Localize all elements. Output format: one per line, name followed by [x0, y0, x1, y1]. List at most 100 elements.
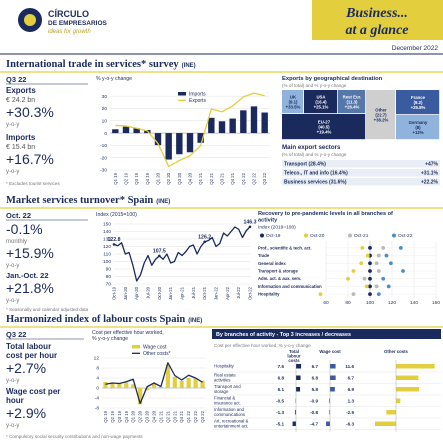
- x-tick-label: Q3 19: [117, 410, 122, 422]
- kpi-change: +2.9%: [6, 405, 46, 421]
- tile-change: +25.1%: [314, 105, 329, 110]
- x-tick-label: Q4 19: [124, 410, 129, 422]
- table-value: 11.6: [345, 364, 354, 369]
- bar: [144, 388, 150, 391]
- y-tick-label: 110: [103, 252, 111, 258]
- note: * Excludes tourist services: [6, 181, 60, 186]
- tile-name: Germany: [409, 120, 428, 125]
- bar: [110, 382, 115, 388]
- tile-name: Rest Eur.: [343, 95, 362, 100]
- dot: [368, 292, 372, 297]
- y-tick-label: 130: [103, 237, 111, 243]
- kpi-unit: y-o-y: [6, 378, 19, 384]
- table-value: -1.3: [276, 410, 284, 415]
- table-bar: [386, 410, 396, 415]
- legend-label: Other costs*: [143, 351, 171, 357]
- y-axis-label: % y-o-y change: [96, 76, 132, 82]
- panel-title: Main export sectors: [282, 144, 341, 151]
- row-label: Transport and: [214, 384, 241, 389]
- row-label: storage: [214, 389, 229, 394]
- section-source: (INE): [188, 318, 202, 324]
- column-header: Total: [289, 349, 299, 354]
- table-bar: [292, 421, 296, 426]
- x-tick-label: Q1 20: [131, 410, 136, 422]
- legend-swatch: [392, 233, 396, 238]
- tile-share: (8): [415, 125, 421, 130]
- bar: [151, 384, 157, 388]
- tile-change: +33.5%: [286, 105, 301, 110]
- period: Jan.-Oct. 22: [6, 271, 49, 280]
- y-tick-label: 120: [103, 244, 111, 250]
- y-tick-label: 150: [103, 222, 111, 228]
- dot: [398, 245, 403, 250]
- y-tick-label: -30: [100, 168, 107, 174]
- legend-swatch: [132, 345, 140, 349]
- tile-share: (9.1): [289, 100, 298, 105]
- x-tick-label: Q3 22: [262, 172, 267, 184]
- x-tick-label: Jul-21: [191, 286, 196, 298]
- x-tick-label: Oct-19: [112, 286, 117, 300]
- sector-name: Teleco., IT and info (16.4%): [284, 171, 348, 177]
- panel-title: Exports by geographical destination: [282, 76, 383, 82]
- sector-row: [282, 160, 440, 168]
- row-label: insurance act.: [214, 400, 241, 405]
- row-label: activities: [214, 377, 230, 382]
- dot: [381, 276, 386, 281]
- kpi-unit: y-o-y: [6, 298, 19, 304]
- legend-label: Oct-21: [354, 233, 369, 239]
- kpi-change: +2.7%: [6, 360, 46, 376]
- table-value: -6.3: [346, 421, 354, 426]
- x-tick-label: Q2 22: [252, 172, 257, 184]
- table-bar: [326, 421, 330, 426]
- x-tick-label: Q3 20: [177, 172, 182, 184]
- x-tick-label: Q2 21: [165, 410, 170, 422]
- logo-sub: DE EMPRESARIOS: [48, 20, 108, 27]
- dot: [376, 269, 381, 273]
- kpi-change: +16.7%: [6, 151, 54, 167]
- table-value: 6.8: [312, 375, 319, 380]
- bar: [179, 381, 184, 388]
- kpi-label: Wage cost per: [6, 387, 60, 396]
- dot: [374, 284, 379, 289]
- row-label: Information and: [214, 407, 244, 412]
- y-tick-label: 0: [96, 386, 99, 392]
- sector-row: [282, 169, 440, 177]
- y-tick-label: -4: [95, 396, 100, 402]
- y-tick-label: 140: [103, 229, 111, 235]
- dot: [368, 284, 372, 289]
- y-tick-label: 100: [103, 259, 111, 265]
- tile-change: +38.2%: [374, 118, 389, 123]
- kpi-label: Imports: [6, 133, 36, 142]
- y-tick-label: 10: [102, 118, 108, 124]
- row-label: Art, recreational &: [214, 419, 249, 424]
- table-value: 6.8: [278, 375, 285, 380]
- row-label: General index: [258, 261, 286, 266]
- legend-swatch: [178, 92, 186, 96]
- bar: [197, 133, 204, 143]
- chart-subtitle: Index (2019=100): [258, 225, 296, 231]
- x-tick-label: Q1 22: [186, 410, 191, 422]
- logo-name: CÍRCULO: [48, 9, 89, 19]
- kpi-unit: monthly: [6, 239, 27, 245]
- panel-subtitle: (% of total) and % y-o-y change: [282, 152, 347, 157]
- kpi-change: +15.9%: [6, 245, 54, 261]
- bar: [165, 364, 170, 388]
- table-header-bar: [212, 329, 441, 339]
- x-tick-label: Jan-20: [123, 286, 128, 300]
- kpi-label: hour: [6, 396, 24, 405]
- bar: [122, 126, 130, 134]
- x-tick-label: Oct-20: [157, 286, 162, 300]
- table-value: 5.8: [312, 387, 319, 392]
- table-value: 1.3: [348, 398, 355, 403]
- x-tick-label: Q1 19: [103, 410, 108, 422]
- x-tick-label: Jul-22: [236, 286, 241, 298]
- x-tick-label: 100: [366, 300, 374, 306]
- dot: [368, 276, 372, 281]
- tile-name: EU-27: [318, 120, 331, 125]
- x-tick-label: Q4 20: [188, 172, 193, 184]
- row-label: Information and communication: [258, 284, 322, 289]
- tile-name: France: [411, 95, 426, 100]
- x-tick-label: Q2 20: [166, 172, 171, 184]
- data-label: 122.8: [108, 237, 121, 243]
- table-bar: [296, 375, 301, 380]
